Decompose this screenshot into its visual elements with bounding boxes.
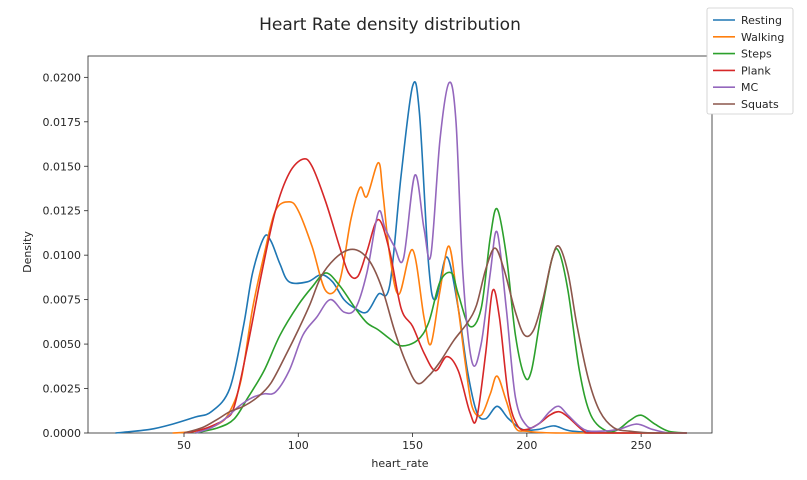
x-axis: 50 100 150 200 250: [177, 433, 652, 452]
series-line-squats: [183, 244, 687, 434]
legend-label-resting: Resting: [741, 14, 782, 27]
chart-title: Heart Rate density distribution: [259, 15, 521, 35]
legend: Resting Walking Steps Plank MC Squats: [706, 7, 794, 115]
series-line-mc: [195, 81, 687, 434]
plot-area: 50 100 150 200 250 0.00000.00250.00500.00750…: [43, 55, 713, 452]
x-tick-label: 100: [288, 439, 309, 452]
legend-label-steps: Steps: [741, 48, 772, 61]
y-axis: 0.0000 0.0025 0.0050 0.0075 0.0100 0.0125 0.01…: [43, 71, 88, 440]
series-lines: [115, 81, 687, 434]
y-tick-label: 0.0175: [43, 116, 82, 129]
y-tick-label: 0.0200: [43, 71, 82, 84]
plot-frame: [87, 55, 713, 434]
y-tick-label: 0.0025: [43, 383, 82, 396]
x-tick-label: 50: [177, 439, 191, 452]
legend-label-plank: Plank: [741, 64, 771, 77]
y-tick-label: 0.0075: [43, 294, 82, 307]
legend-label-mc: MC: [741, 81, 758, 94]
x-tick-label: 150: [402, 439, 423, 452]
y-tick-label: 0.0150: [43, 160, 82, 173]
y-tick-label: 0.0100: [43, 249, 82, 262]
x-axis-label: heart_rate: [371, 457, 428, 470]
y-tick-label: 0.0125: [43, 205, 82, 218]
y-tick-label: 0.0000: [43, 427, 82, 440]
legend-label-squats: Squats: [741, 98, 779, 111]
x-tick-label: 200: [516, 439, 537, 452]
legend-label-walking: Walking: [741, 31, 784, 44]
y-tick-label: 0.0050: [43, 338, 82, 351]
series-line-walking: [172, 161, 687, 434]
series-line-resting: [115, 81, 687, 434]
y-axis-label: Density: [21, 231, 34, 273]
series-line-steps: [195, 207, 687, 434]
x-tick-label: 250: [631, 439, 652, 452]
